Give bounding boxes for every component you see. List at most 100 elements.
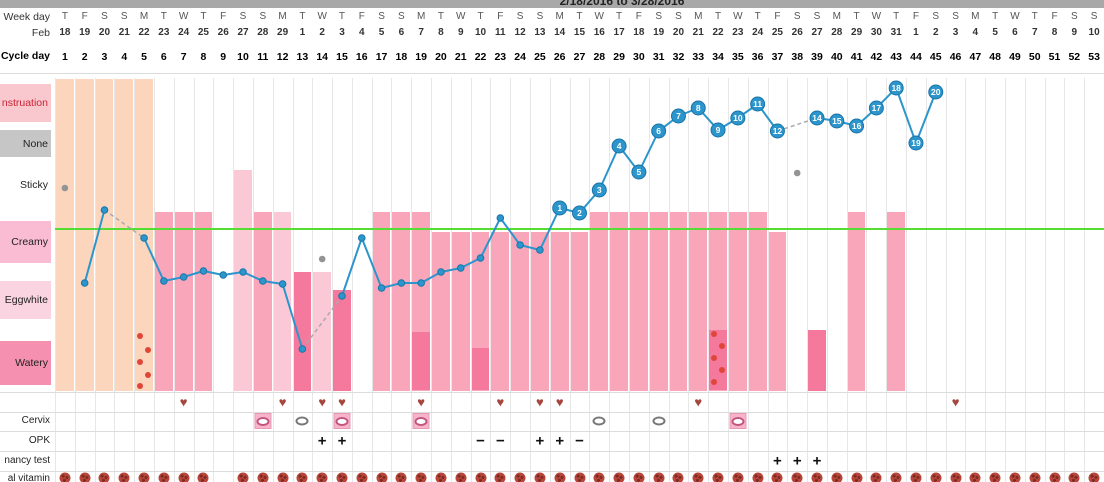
- dpo-number: 7: [676, 111, 681, 121]
- cycleday-cell[interactable]: 43: [890, 51, 903, 63]
- dpo-temp-point[interactable]: [730, 110, 746, 126]
- cycleday-cell[interactable]: 50: [1028, 51, 1041, 63]
- cycleday-cell[interactable]: 28: [593, 51, 606, 63]
- cycleday-cell[interactable]: 41: [850, 51, 863, 63]
- spotting-dot: [145, 372, 152, 378]
- cycleday-cell[interactable]: 12: [276, 51, 289, 63]
- temp-point[interactable]: [357, 234, 366, 242]
- dpo-temp-point[interactable]: [928, 84, 944, 100]
- cycleday-cell[interactable]: 47: [969, 51, 982, 63]
- date-cell: 16: [593, 27, 605, 38]
- dpo-temp-point[interactable]: [809, 110, 825, 126]
- cycleday-cell[interactable]: 17: [375, 51, 388, 63]
- cycleday-cell[interactable]: 3: [101, 51, 108, 63]
- cycleday-cell[interactable]: 8: [200, 51, 207, 63]
- dpo-number: 12: [773, 126, 783, 136]
- dpo-temp-point[interactable]: [908, 135, 924, 151]
- vitamin-pill-icon: [514, 472, 526, 482]
- cm-bar: [174, 212, 193, 391]
- date-cell: 27: [811, 27, 823, 38]
- dpo-temp-point[interactable]: [849, 118, 865, 134]
- row-label-pregnancy-test: nancy test: [4, 455, 50, 466]
- cycleday-cell[interactable]: 14: [316, 51, 329, 63]
- cycleday-cell[interactable]: 21: [454, 51, 467, 63]
- cycleday-cell[interactable]: 4: [121, 51, 128, 63]
- dpo-temp-point[interactable]: [552, 200, 568, 216]
- dpo-temp-point[interactable]: [572, 205, 587, 221]
- cm-bar: [748, 212, 767, 391]
- dpo-temp-point[interactable]: [750, 96, 766, 112]
- cycleday-cell[interactable]: 6: [160, 51, 167, 63]
- cycleday-cell[interactable]: 13: [296, 51, 309, 63]
- cycleday-cell[interactable]: 51: [1048, 51, 1061, 63]
- vitamin-pill-icon: [534, 472, 546, 482]
- discarded-temp-point[interactable]: [793, 169, 801, 177]
- dpo-temp-point[interactable]: [888, 80, 904, 96]
- cycleday-cell[interactable]: 31: [652, 51, 665, 63]
- cycleday-cell[interactable]: 25: [534, 51, 546, 63]
- cycleday-cell[interactable]: 34: [712, 51, 724, 63]
- dpo-temp-point[interactable]: [690, 100, 706, 116]
- cm-bar: [313, 272, 332, 391]
- cycleday-cell[interactable]: 7: [180, 51, 187, 63]
- vitamin-pill-icon: [98, 472, 110, 482]
- cycleday-cell[interactable]: 18: [395, 51, 408, 63]
- cycleday-cell[interactable]: 16: [355, 51, 368, 63]
- cycleday-cell[interactable]: 19: [415, 51, 427, 63]
- dpo-temp-point[interactable]: [670, 108, 686, 124]
- cycleday-cell[interactable]: 40: [830, 51, 843, 63]
- dpo-temp-point[interactable]: [651, 123, 667, 139]
- dpo-temp-point[interactable]: [769, 123, 785, 139]
- opk-result: −: [575, 432, 584, 450]
- temp-point[interactable]: [496, 214, 505, 222]
- cycleday-cell[interactable]: 23: [494, 51, 507, 63]
- dpo-temp-point[interactable]: [631, 164, 647, 180]
- cycleday-cell[interactable]: 49: [1009, 51, 1021, 63]
- cycleday-cell[interactable]: 29: [613, 51, 625, 63]
- cycleday-cell[interactable]: 42: [870, 51, 883, 63]
- cycleday-cell[interactable]: 10: [237, 51, 249, 63]
- cycleday-cell[interactable]: 27: [573, 51, 586, 63]
- cycleday-cell[interactable]: 30: [633, 51, 645, 63]
- cycleday-cell[interactable]: 36: [751, 51, 764, 63]
- cycleday-cell[interactable]: 24: [514, 51, 526, 63]
- weekday-cell: W: [594, 11, 604, 22]
- cycleday-cell[interactable]: 44: [910, 51, 922, 63]
- cycleday-cell[interactable]: 53: [1088, 51, 1100, 63]
- cycleday-cell[interactable]: 1: [61, 51, 68, 63]
- dpo-temp-point[interactable]: [829, 113, 845, 129]
- discarded-temp-point[interactable]: [318, 255, 326, 263]
- dpo-number: 9: [716, 125, 721, 135]
- dpo-temp-point[interactable]: [611, 138, 627, 154]
- cycleday-cell[interactable]: 11: [257, 51, 269, 63]
- cycleday-cell[interactable]: 9: [220, 51, 227, 63]
- temp-point[interactable]: [219, 271, 228, 279]
- row-label-opk: OPK: [28, 435, 50, 446]
- cycleday-cell[interactable]: 5: [141, 51, 147, 63]
- cycleday-cell[interactable]: 22: [474, 51, 487, 63]
- cycleday-cell[interactable]: 15: [336, 51, 348, 63]
- cycleday-cell[interactable]: 38: [791, 51, 804, 63]
- cycleday-cell[interactable]: 48: [989, 51, 1001, 63]
- date-cell: 25: [197, 27, 209, 38]
- row-label-creamy: Creamy: [0, 221, 51, 263]
- cycleday-cell[interactable]: 33: [692, 51, 705, 63]
- cycleday-cell[interactable]: 46: [949, 51, 962, 63]
- cycleday-cell[interactable]: 52: [1068, 51, 1081, 63]
- cycleday-cell[interactable]: 37: [771, 51, 784, 63]
- cycleday-cell[interactable]: 26: [553, 51, 566, 63]
- vitamin-pill-icon: [870, 472, 882, 482]
- dpo-temp-point[interactable]: [591, 182, 607, 198]
- dpo-number: 16: [852, 121, 862, 131]
- cycleday-cell[interactable]: 45: [929, 51, 942, 63]
- cycleday-cell[interactable]: 39: [811, 51, 823, 63]
- cm-bar: [689, 212, 708, 391]
- cm-bar: [550, 232, 569, 391]
- cycleday-cell[interactable]: 2: [81, 51, 88, 63]
- cycleday-cell[interactable]: 35: [731, 51, 744, 63]
- dpo-temp-point[interactable]: [710, 122, 726, 138]
- opk-result: +: [535, 432, 545, 450]
- dpo-temp-point[interactable]: [868, 100, 884, 116]
- cycleday-cell[interactable]: 20: [435, 51, 447, 63]
- cycleday-cell[interactable]: 32: [672, 51, 685, 63]
